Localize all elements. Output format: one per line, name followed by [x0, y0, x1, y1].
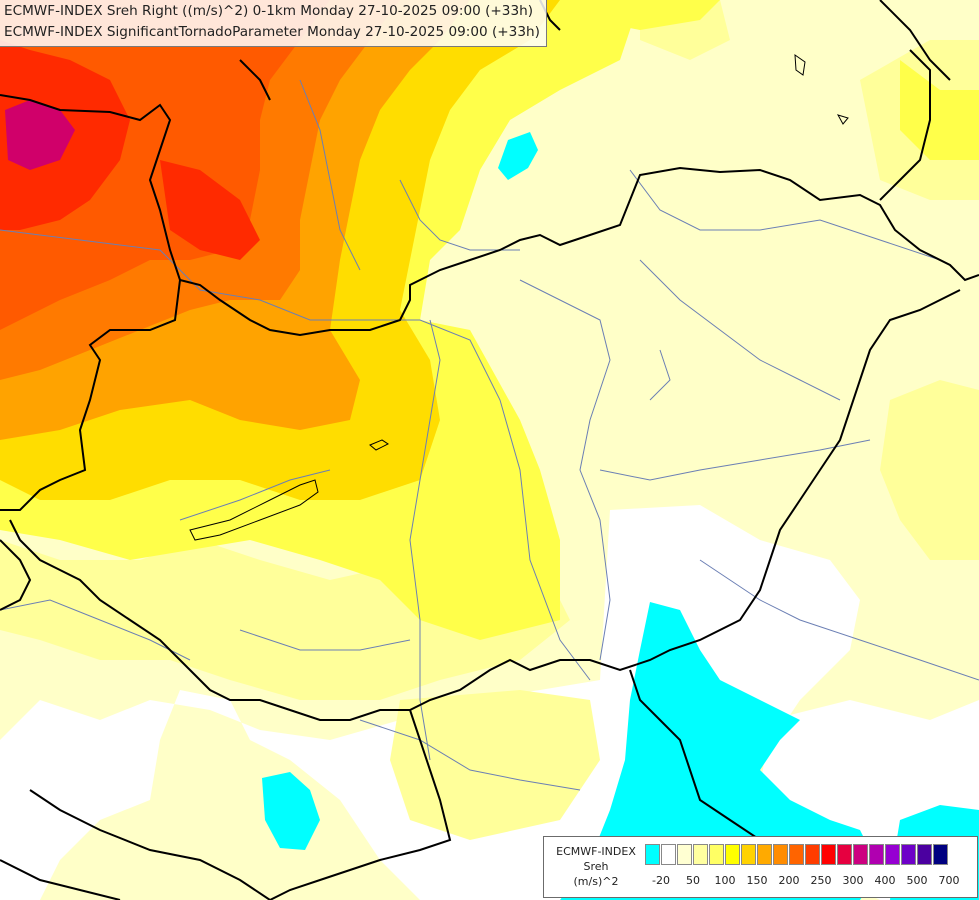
legend-swatch: [917, 844, 932, 865]
legend-swatch: [805, 844, 820, 865]
legend-tick-label: 700: [938, 874, 960, 887]
border-line: [9, 289, 961, 721]
border-line: [879, 49, 931, 201]
legend-swatch: [757, 844, 772, 865]
legend-swatch: [885, 844, 900, 865]
legend-swatch: [645, 844, 660, 865]
map-title: ECMWF-INDEX Sreh Right ((m/s)^2) 0-1km M…: [0, 0, 547, 47]
legend-swatch: [693, 844, 708, 865]
cyan-area-south: [262, 772, 320, 850]
legend-swatch: [853, 844, 868, 865]
river: [399, 179, 520, 251]
border-line: [879, 0, 951, 81]
cyan-area-southeast: [560, 602, 880, 900]
light-yellow-area-east: [880, 380, 979, 560]
border-line: [0, 94, 979, 337]
border-line: [29, 789, 271, 900]
title-line-2: ECMWF-INDEX SignificantTornadoParameter …: [4, 24, 540, 40]
yellow-area-top: [540, 0, 720, 30]
legend-tick-label: 400: [874, 874, 896, 887]
legend-swatch: [901, 844, 916, 865]
border-line: [0, 279, 181, 511]
legend-tick-label: 100: [714, 874, 736, 887]
river: [0, 229, 591, 681]
legend-label-unit: (m/s)^2: [573, 875, 619, 888]
legend-ticks: -20 50 100 150 200 250 300 400 500 700: [645, 874, 975, 890]
color-legend: ECMWF-INDEX Sreh (m/s)^2 -20 50 100 150 200 2…: [543, 836, 978, 898]
lake-outline-small: [369, 439, 389, 451]
legend-swatches: [645, 844, 949, 865]
small-feature: [794, 53, 806, 76]
legend-swatch: [677, 844, 692, 865]
legend-swatch: [709, 844, 724, 865]
legend-swatch: [741, 844, 756, 865]
border-line: [0, 859, 121, 900]
light-yellow-area-south: [390, 690, 600, 840]
legend-tick-label: 200: [778, 874, 800, 887]
legend-swatch: [869, 844, 884, 865]
legend-label-source: ECMWF-INDEX: [556, 845, 636, 858]
legend-tick-label: 500: [906, 874, 928, 887]
legend-swatch: [661, 844, 676, 865]
river: [599, 439, 871, 481]
legend-tick-label: 150: [746, 874, 768, 887]
legend-tick-label: 300: [842, 874, 864, 887]
river: [649, 349, 671, 401]
river: [629, 169, 941, 261]
river: [0, 599, 191, 661]
legend-tick-label: 50: [686, 874, 700, 887]
river: [359, 719, 581, 791]
small-feature: [836, 114, 849, 125]
legend-swatch: [821, 844, 836, 865]
legend-tick-label: 250: [810, 874, 832, 887]
legend-label-variable: Sreh: [583, 860, 609, 873]
cyan-area-north: [498, 132, 538, 180]
red-area-2: [160, 160, 260, 260]
river: [639, 259, 841, 401]
legend-label: ECMWF-INDEX Sreh (m/s)^2: [550, 844, 642, 889]
river: [519, 279, 611, 661]
river: [699, 559, 979, 681]
rivers: [0, 79, 979, 791]
river: [409, 319, 441, 761]
border-line: [269, 709, 452, 900]
river: [239, 629, 411, 651]
magenta-area: [5, 100, 75, 170]
yellow-area-northeast: [900, 60, 979, 160]
border-line: [239, 59, 271, 101]
lake-outline: [189, 479, 319, 541]
legend-swatch: [773, 844, 788, 865]
river: [299, 79, 361, 271]
legend-swatch: [725, 844, 740, 865]
legend-tick-label: -20: [652, 874, 670, 887]
title-line-1: ECMWF-INDEX Sreh Right ((m/s)^2) 0-1km M…: [4, 3, 534, 19]
legend-swatch: [837, 844, 852, 865]
river: [179, 469, 331, 521]
legend-swatch: [933, 844, 948, 865]
border-line: [0, 539, 32, 611]
legend-swatch: [789, 844, 804, 865]
